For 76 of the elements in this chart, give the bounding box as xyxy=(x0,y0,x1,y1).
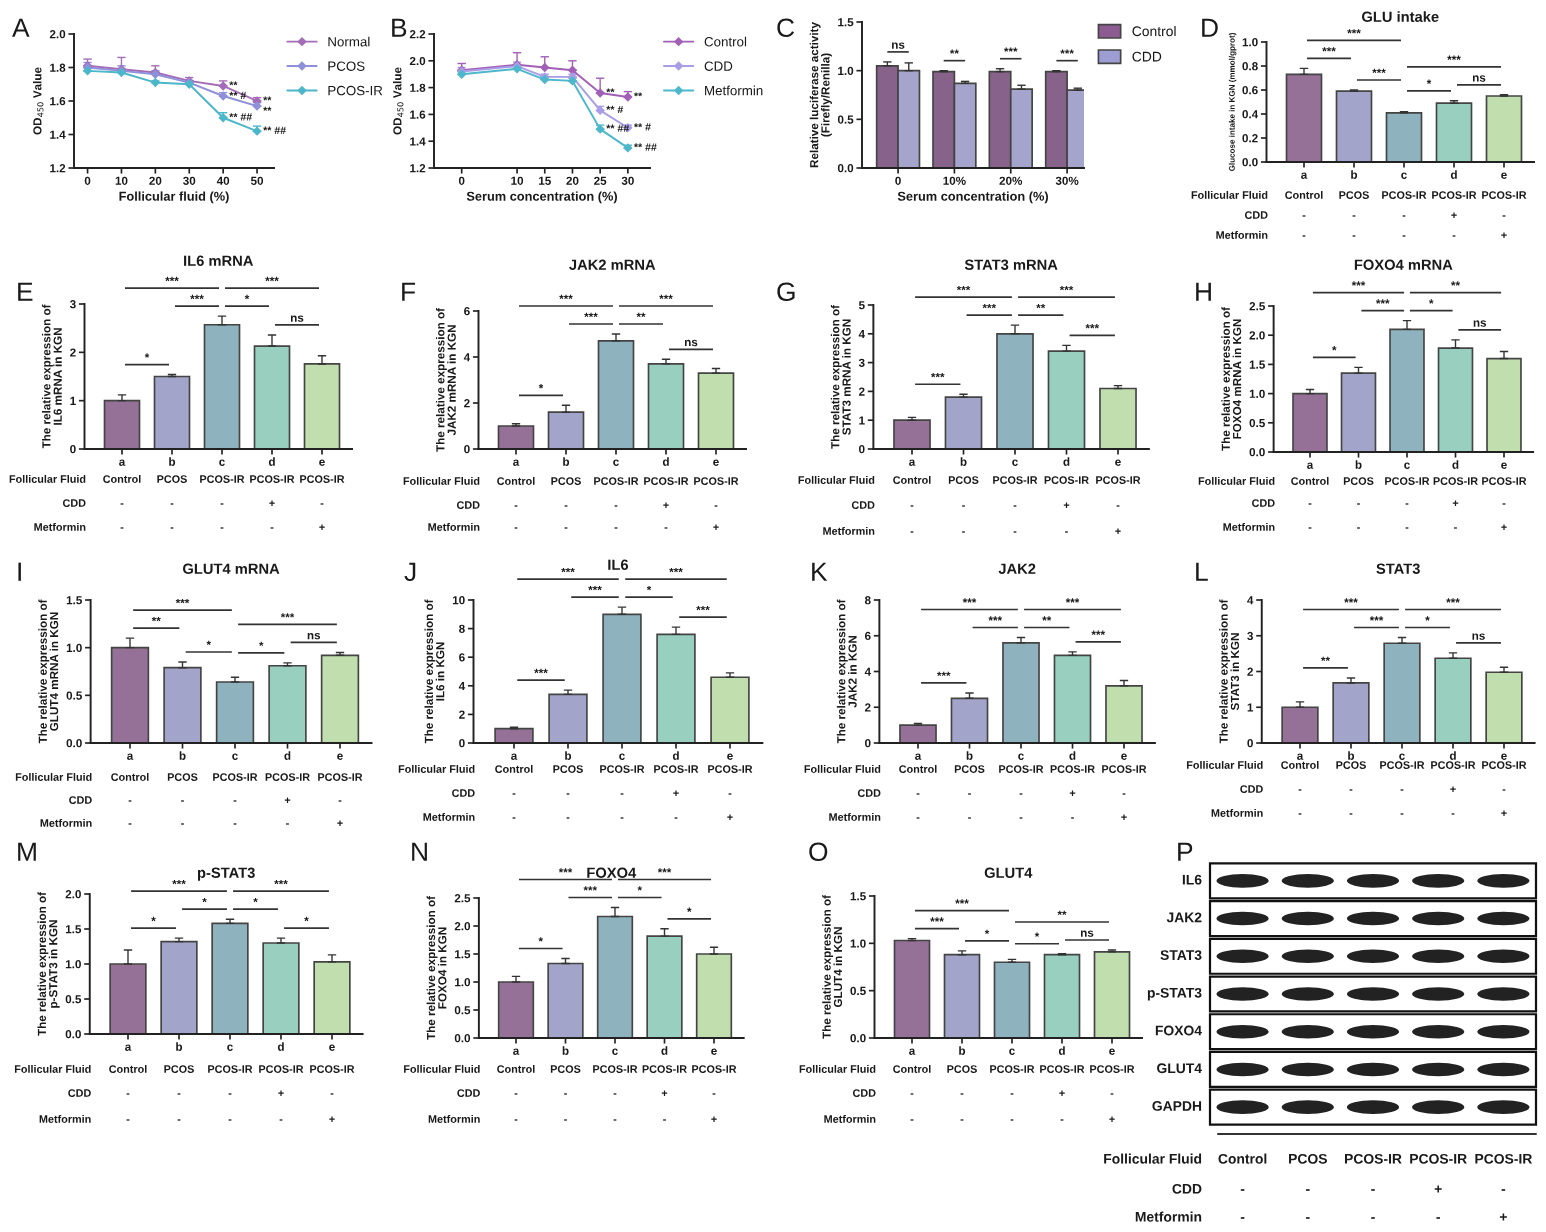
bar xyxy=(163,666,202,743)
bar xyxy=(160,940,198,1034)
bar xyxy=(1099,387,1137,449)
text: G xyxy=(777,282,795,302)
text: L xyxy=(1196,562,1208,581)
bar xyxy=(1002,642,1040,743)
text: C xyxy=(777,18,795,38)
bar xyxy=(497,425,535,449)
bar xyxy=(1292,392,1328,452)
bar xyxy=(313,961,351,1034)
bar xyxy=(268,664,307,743)
bar xyxy=(647,363,685,449)
bar xyxy=(1437,347,1474,452)
bar xyxy=(320,654,360,743)
bar xyxy=(103,399,141,449)
text: J xyxy=(404,562,416,582)
bar xyxy=(1389,328,1425,452)
bar xyxy=(203,323,241,449)
bar xyxy=(597,340,635,449)
bar xyxy=(899,724,937,743)
bar xyxy=(996,332,1034,449)
bar xyxy=(303,363,341,449)
bar xyxy=(215,681,255,743)
bar xyxy=(646,935,683,1038)
bar xyxy=(602,613,642,743)
text: O xyxy=(809,842,828,862)
bar xyxy=(950,697,989,743)
bar xyxy=(943,953,981,1038)
bar xyxy=(1285,73,1323,162)
bar xyxy=(1043,953,1081,1038)
bar xyxy=(1335,90,1373,162)
bar xyxy=(497,981,535,1038)
bar xyxy=(1486,357,1522,452)
bar xyxy=(1281,706,1319,743)
bar xyxy=(710,676,750,743)
text: E xyxy=(18,282,33,301)
text: D xyxy=(1202,18,1218,37)
text: K xyxy=(812,562,828,581)
bar xyxy=(547,411,585,449)
bar xyxy=(656,633,696,743)
bar xyxy=(1332,682,1370,743)
bar xyxy=(1385,111,1423,162)
bar xyxy=(1485,95,1523,162)
text: M xyxy=(18,842,36,861)
bar xyxy=(1383,642,1421,743)
text: I xyxy=(18,562,21,581)
text: F xyxy=(402,282,416,301)
bar xyxy=(494,727,534,743)
text: N xyxy=(412,842,427,861)
bar xyxy=(1435,102,1473,162)
bar xyxy=(211,922,249,1034)
bar xyxy=(1340,372,1377,452)
bar xyxy=(109,963,147,1034)
bar xyxy=(596,915,634,1038)
text: H xyxy=(1196,282,1211,301)
bar xyxy=(1053,654,1092,743)
bar xyxy=(1105,684,1143,743)
bar xyxy=(1434,657,1472,743)
text: A xyxy=(12,18,30,37)
text: P xyxy=(1178,842,1193,861)
bar xyxy=(1093,951,1131,1038)
bar xyxy=(893,939,931,1038)
bar xyxy=(697,372,735,449)
bar xyxy=(944,396,983,449)
bar xyxy=(110,646,150,743)
bar xyxy=(695,953,733,1038)
bar xyxy=(893,419,931,449)
bar xyxy=(547,962,584,1038)
bar xyxy=(253,345,291,449)
text: B xyxy=(392,18,407,37)
bar xyxy=(993,961,1031,1038)
bar xyxy=(548,693,588,743)
bar xyxy=(1485,671,1523,743)
bar xyxy=(153,375,191,449)
bar xyxy=(1047,350,1086,449)
bar xyxy=(262,942,300,1034)
